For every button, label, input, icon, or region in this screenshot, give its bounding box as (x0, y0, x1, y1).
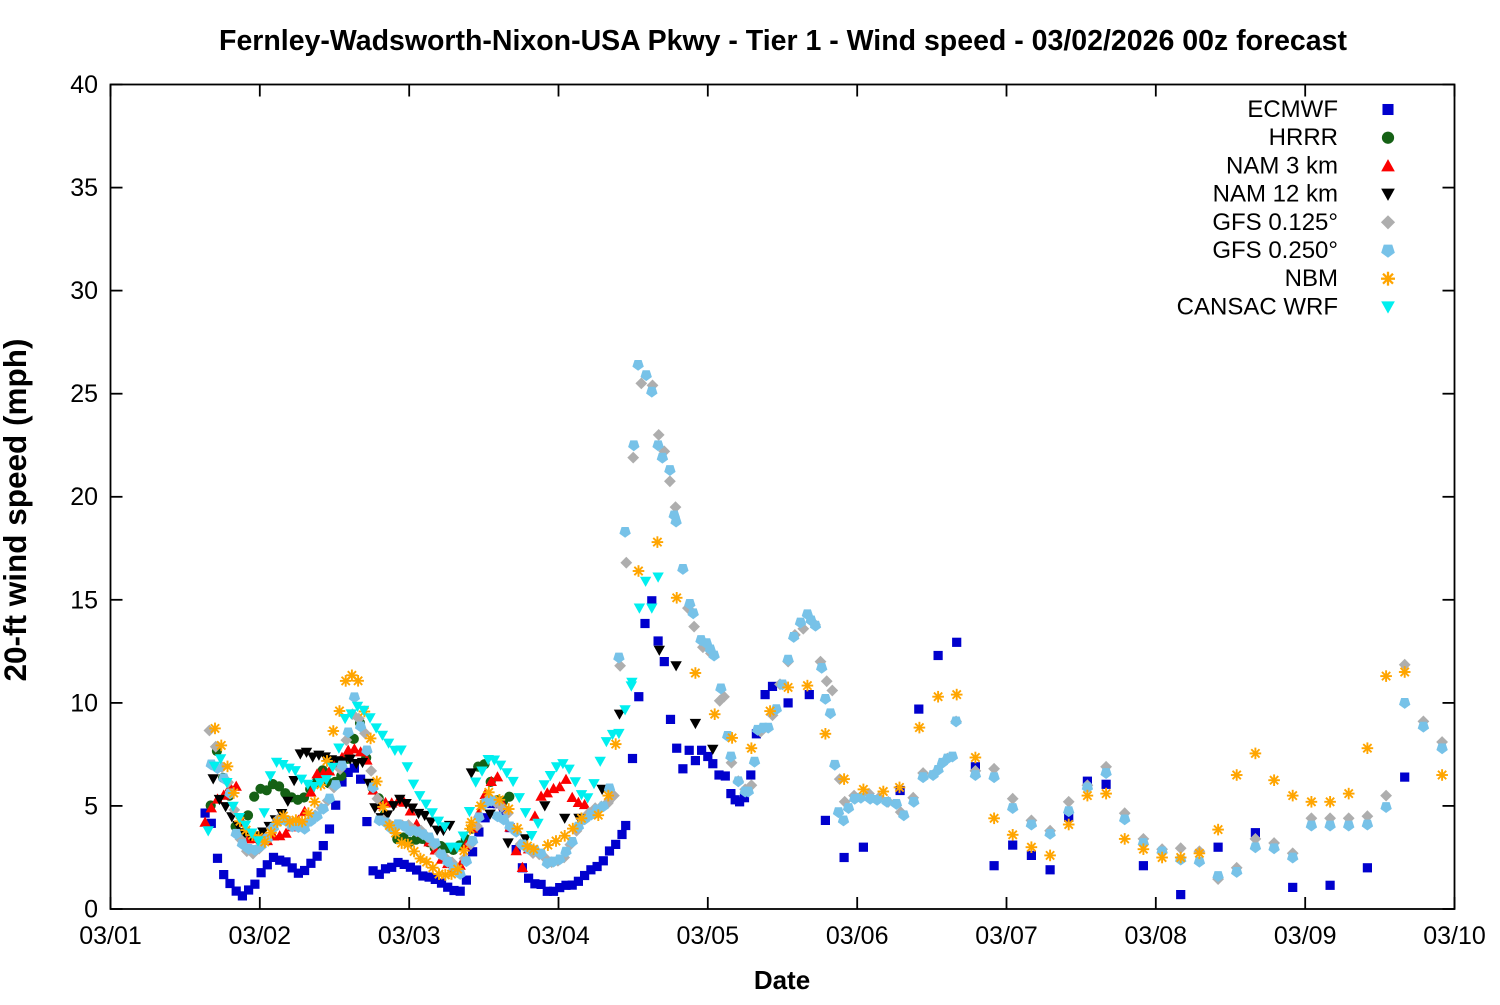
svg-text:HRRR: HRRR (1269, 124, 1338, 151)
svg-text:Date: Date (754, 965, 810, 995)
svg-text:0: 0 (84, 896, 98, 924)
svg-text:Fernley-Wadsworth-Nixon-USA Pk: Fernley-Wadsworth-Nixon-USA Pkwy - Tier … (219, 25, 1347, 57)
svg-text:40: 40 (70, 71, 98, 99)
svg-text:03/02: 03/02 (229, 922, 292, 950)
svg-text:20-ft wind speed (mph): 20-ft wind speed (mph) (0, 338, 33, 681)
svg-text:03/10: 03/10 (1423, 922, 1486, 950)
svg-text:03/03: 03/03 (378, 922, 441, 950)
svg-text:NAM 3 km: NAM 3 km (1226, 152, 1338, 179)
svg-text:03/04: 03/04 (527, 922, 590, 950)
svg-text:25: 25 (70, 380, 98, 408)
svg-text:20: 20 (70, 483, 98, 511)
svg-text:03/01: 03/01 (79, 922, 142, 950)
svg-text:03/06: 03/06 (826, 922, 889, 950)
svg-text:NBM: NBM (1285, 265, 1338, 292)
svg-text:03/09: 03/09 (1274, 922, 1337, 950)
svg-text:03/08: 03/08 (1125, 922, 1188, 950)
svg-text:GFS 0.250°: GFS 0.250° (1212, 237, 1338, 264)
svg-text:03/07: 03/07 (975, 922, 1038, 950)
svg-text:NAM 12 km: NAM 12 km (1213, 181, 1338, 208)
svg-text:30: 30 (70, 277, 98, 305)
svg-text:03/05: 03/05 (677, 922, 740, 950)
svg-text:ECMWF: ECMWF (1247, 96, 1338, 123)
svg-text:35: 35 (70, 174, 98, 202)
svg-text:GFS 0.125°: GFS 0.125° (1212, 209, 1338, 236)
svg-text:CANSAC WRF: CANSAC WRF (1177, 293, 1338, 320)
svg-text:5: 5 (84, 792, 98, 820)
svg-text:15: 15 (70, 586, 98, 614)
svg-text:10: 10 (70, 689, 98, 717)
